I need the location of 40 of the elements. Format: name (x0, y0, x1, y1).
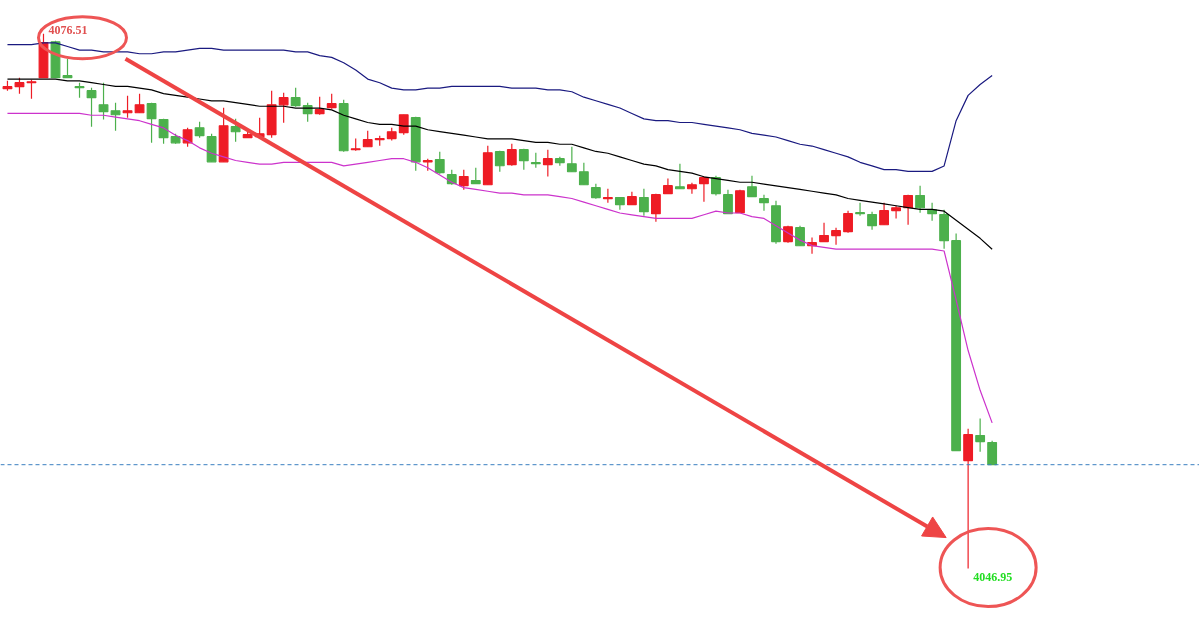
candlestick (62, 58, 73, 79)
candlestick (687, 182, 697, 195)
candlestick (458, 169, 469, 191)
candlestick (975, 417, 986, 453)
candlestick (699, 176, 709, 203)
candlestick (578, 162, 589, 186)
candlestick (759, 194, 769, 212)
candlestick (434, 151, 445, 175)
candlestick (278, 92, 289, 124)
candlestick (230, 118, 241, 143)
candlestick (506, 143, 517, 167)
candlestick (98, 82, 109, 121)
candlestick (987, 440, 998, 466)
candlestick (831, 227, 841, 246)
candlestick (602, 188, 613, 204)
candlestick (675, 163, 685, 190)
candlestick (650, 193, 661, 223)
candlestick (711, 175, 721, 197)
text: 4046.95 (973, 569, 1013, 584)
candlestick (891, 205, 901, 220)
candlestick (723, 189, 733, 215)
candlestick (542, 149, 553, 178)
candlestick (843, 210, 853, 234)
candlestick (146, 102, 157, 144)
candlestick (566, 146, 577, 173)
candlestick (915, 185, 926, 214)
candlestick (747, 175, 757, 198)
candlestick (819, 222, 829, 243)
candlestick (638, 188, 649, 217)
candlestick (855, 202, 865, 217)
candlestick (86, 87, 97, 128)
candlestick (290, 87, 301, 108)
annotation: 4076.51 (48, 22, 88, 37)
candlestick (314, 96, 325, 116)
candlestick (26, 79, 37, 100)
candlestick (110, 102, 121, 132)
candlestick (182, 127, 193, 148)
candlestick (122, 95, 133, 119)
candlestick (903, 194, 914, 226)
candlestick (134, 93, 145, 114)
